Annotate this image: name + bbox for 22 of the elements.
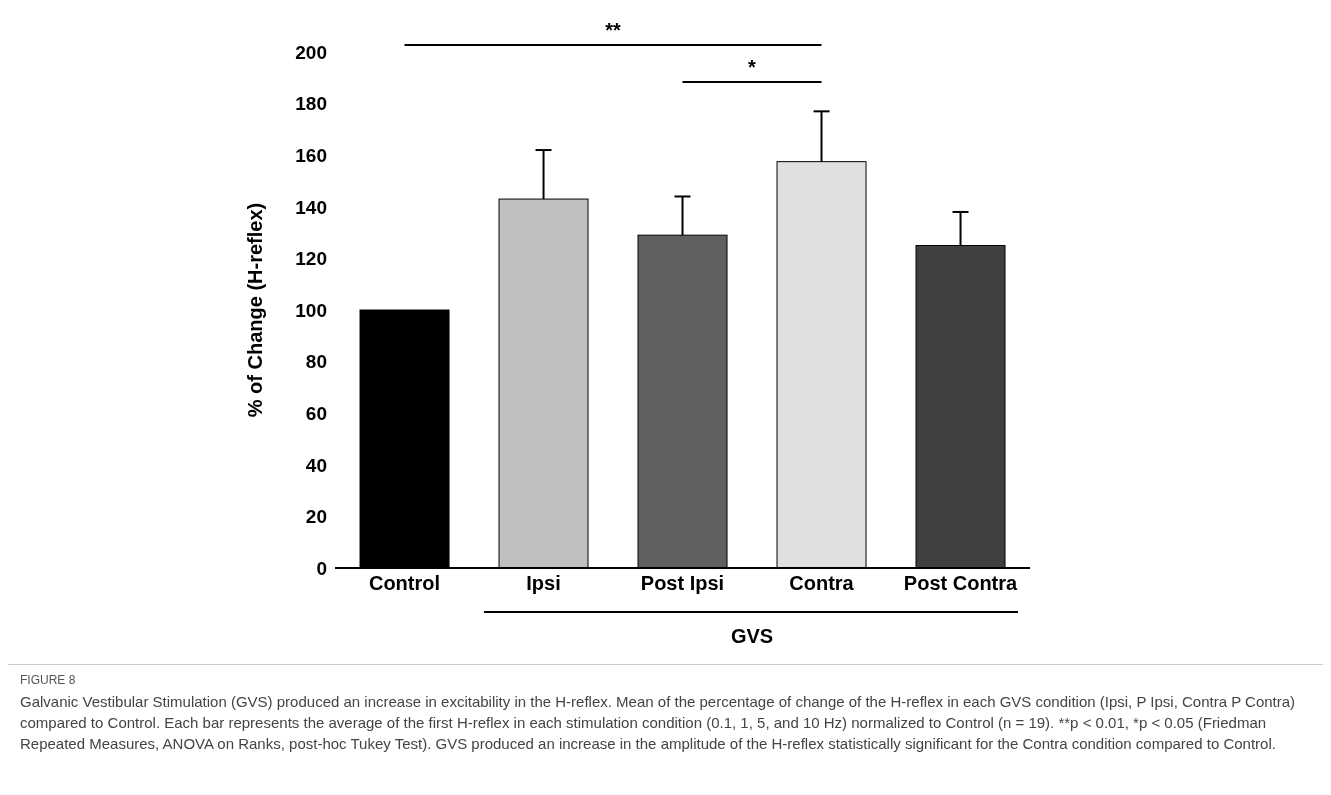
annotation: * bbox=[748, 56, 757, 78]
caption: FIGURE 8 bbox=[20, 673, 77, 687]
y-tick-label: 0 bbox=[316, 557, 327, 579]
y-tick-label: 120 bbox=[295, 248, 327, 270]
y-tick-label: 200 bbox=[295, 41, 327, 63]
x-tick-label: Ipsi bbox=[526, 572, 561, 595]
text: Galvanic Vestibular Stimulation (GVS) produced an increase in excitability in the H-reflex. Mean of the percentage of change of the H-reflex in each GVS condition (Ipsi, P Ipsi, Contra P Contra) compared to Control. Each bar represents the average of the first H-reflex in each stimulation condition (0.1, 1, 5, and 10 Hz) normalized to Control (n = 19). **p < 0.01, *p < 0.05 (Friedman Repeated Measures, ANOVA on Ranks, post-hoc Tukey Test). GVS produced an increase in the amplitude of the H-reflex statistically significant for the Contra condition compared to Control. bbox=[20, 692, 1297, 754]
y-tick-label: 100 bbox=[295, 299, 327, 321]
y-tick-label: 180 bbox=[295, 93, 327, 115]
text: GVS bbox=[730, 625, 774, 647]
x-tick-label: Control bbox=[368, 572, 441, 595]
y-tick-label: 160 bbox=[295, 144, 327, 166]
y-axis-title: % of Change (H-reflex) bbox=[244, 202, 267, 418]
y-tick-label: 40 bbox=[305, 454, 327, 476]
x-tick-label: Post Ipsi bbox=[640, 572, 725, 595]
y-tick-label: 140 bbox=[295, 196, 327, 218]
y-tick-label: 80 bbox=[305, 351, 327, 373]
x-tick-label: Post Contra bbox=[903, 572, 1019, 595]
y-tick-label: 60 bbox=[305, 402, 327, 424]
y-tick-label: 20 bbox=[305, 506, 327, 528]
text: ** bbox=[605, 19, 621, 41]
x-tick-label: Contra bbox=[789, 572, 855, 595]
